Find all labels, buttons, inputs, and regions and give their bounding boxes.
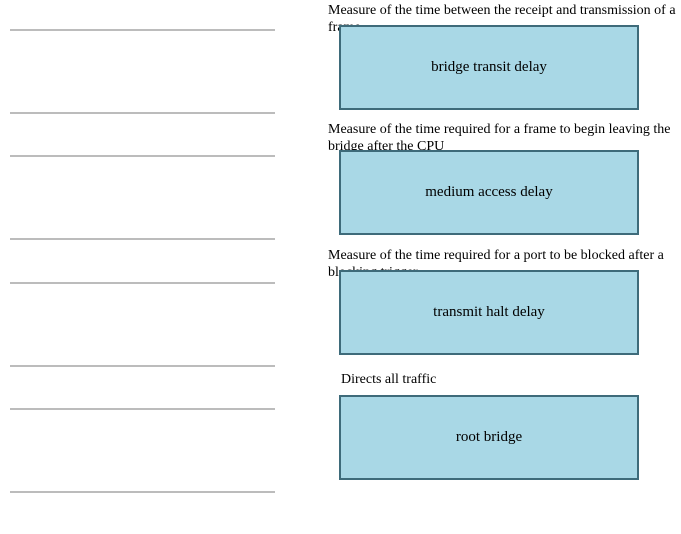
answer-label: bridge transit delay xyxy=(431,59,547,76)
answer-card[interactable]: medium access delay xyxy=(339,150,639,235)
drop-zone[interactable] xyxy=(10,29,275,114)
prompt-text: Directs all traffic xyxy=(341,372,641,389)
drop-zone[interactable] xyxy=(10,408,275,493)
answer-label: transmit halt delay xyxy=(433,304,545,321)
answer-card[interactable]: bridge transit delay xyxy=(339,25,639,110)
drop-zone[interactable] xyxy=(10,155,275,240)
answer-card[interactable]: root bridge xyxy=(339,395,639,480)
answer-card[interactable]: transmit halt delay xyxy=(339,270,639,355)
answer-label: root bridge xyxy=(456,429,522,446)
answer-label: medium access delay xyxy=(425,184,552,201)
drop-zone[interactable] xyxy=(10,282,275,367)
